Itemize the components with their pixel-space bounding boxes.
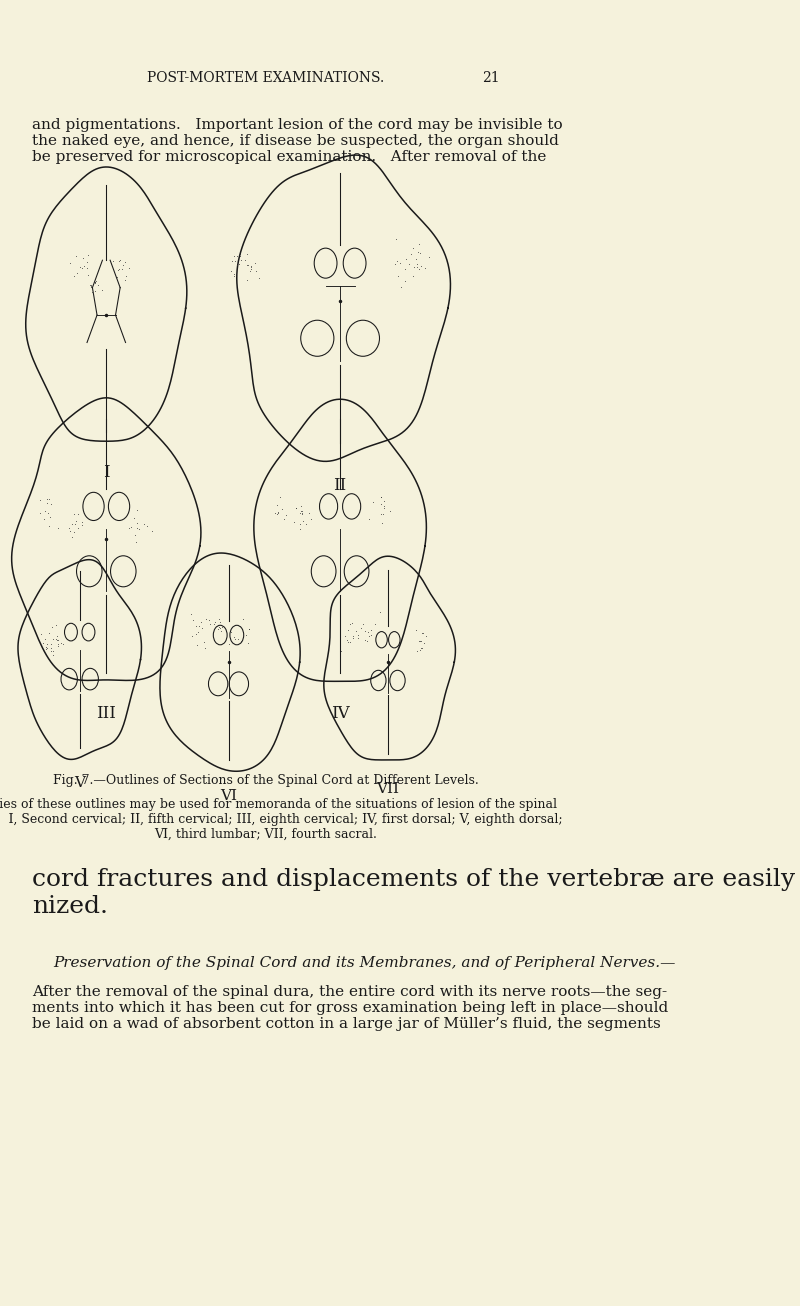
Text: I: I [103, 464, 110, 481]
Text: POST-MORTEM EXAMINATIONS.: POST-MORTEM EXAMINATIONS. [147, 71, 384, 85]
Text: Preservation of the Spinal Cord and its Membranes, and of Peripheral Nerves.—: Preservation of the Spinal Cord and its … [53, 956, 675, 970]
Text: cord fractures and displacements of the vertebræ are easily recog-
nized.: cord fractures and displacements of the … [32, 868, 800, 918]
Text: VII: VII [377, 782, 399, 797]
Text: Copies of these outlines may be used for memoranda of the situations of lesion o: Copies of these outlines may be used for… [0, 798, 563, 841]
Text: IV: IV [330, 705, 350, 722]
Text: After the removal of the spinal dura, the entire cord with its nerve roots—the s: After the removal of the spinal dura, th… [32, 985, 668, 1032]
Text: and pigmentations.   Important lesion of the cord may be invisible to
the naked : and pigmentations. Important lesion of t… [32, 118, 562, 165]
Text: 21: 21 [482, 71, 499, 85]
Text: VI: VI [220, 789, 237, 803]
Text: V: V [74, 776, 86, 790]
Text: III: III [96, 705, 116, 722]
Text: II: II [334, 477, 346, 494]
Text: Fig. 7.—Outlines of Sections of the Spinal Cord at Different Levels.: Fig. 7.—Outlines of Sections of the Spin… [53, 774, 478, 788]
